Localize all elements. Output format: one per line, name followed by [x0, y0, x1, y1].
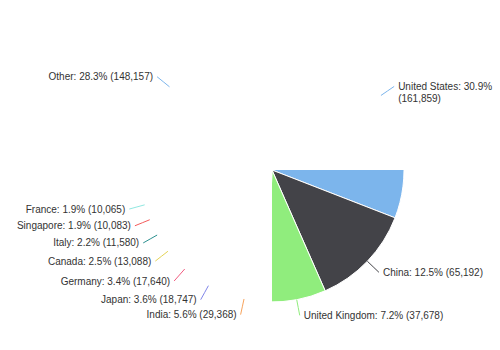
- label-connector: [201, 286, 209, 300]
- connectors: [129, 77, 394, 316]
- data-label: Germany: 3.4% (17,640): [61, 276, 171, 287]
- data-label: India: 5.6% (29,368): [147, 309, 237, 320]
- label-line: India: 5.6% (29,368): [147, 309, 237, 320]
- label-connector: [297, 300, 300, 316]
- label-connector: [381, 86, 394, 95]
- chart: United States: 30.9%(161,859) China: 12.5…: [0, 0, 500, 350]
- label-connector: [241, 299, 244, 315]
- label-connector: [135, 220, 150, 226]
- label-connector: [174, 269, 185, 281]
- data-label: Other: 28.3% (148,157): [49, 71, 154, 82]
- label-line: Italy: 2.2% (11,580): [53, 237, 139, 248]
- label-line: China: 12.5% (65,192): [383, 267, 483, 278]
- data-label: Canada: 2.5% (13,088): [48, 256, 151, 267]
- label-line: France: 1.9% (10,065): [26, 204, 126, 215]
- data-label: Singapore: 1.9% (10,083): [17, 220, 131, 231]
- label-line: United Kingdom: 7.2% (37,678): [304, 310, 444, 321]
- slices: [272, 170, 404, 302]
- pie-slice: [272, 170, 325, 302]
- data-labels: United States: 30.9%(161,859) China: 12.5…: [17, 71, 492, 321]
- label-line: Canada: 2.5% (13,088): [48, 256, 151, 267]
- label-line: Singapore: 1.9% (10,083): [17, 220, 131, 231]
- data-label: United Kingdom: 7.2% (37,678): [304, 310, 444, 321]
- data-label: United States: 30.9%(161,859): [398, 81, 492, 104]
- label-line: Japan: 3.6% (18,747): [101, 294, 197, 305]
- label-connector: [143, 235, 157, 243]
- data-label: Italy: 2.2% (11,580): [53, 237, 139, 248]
- data-label: France: 1.9% (10,065): [26, 204, 126, 215]
- label-connector: [155, 251, 168, 261]
- label-line: (161,859): [398, 93, 441, 104]
- label-line: United States: 30.9%: [398, 81, 492, 92]
- label-line: Other: 28.3% (148,157): [49, 71, 154, 82]
- label-connector: [129, 205, 144, 209]
- label-line: Germany: 3.4% (17,640): [61, 276, 171, 287]
- data-label: China: 12.5% (65,192): [383, 267, 483, 278]
- label-connector: [367, 261, 379, 272]
- data-label: Japan: 3.6% (18,747): [101, 294, 197, 305]
- label-connector: [157, 77, 169, 87]
